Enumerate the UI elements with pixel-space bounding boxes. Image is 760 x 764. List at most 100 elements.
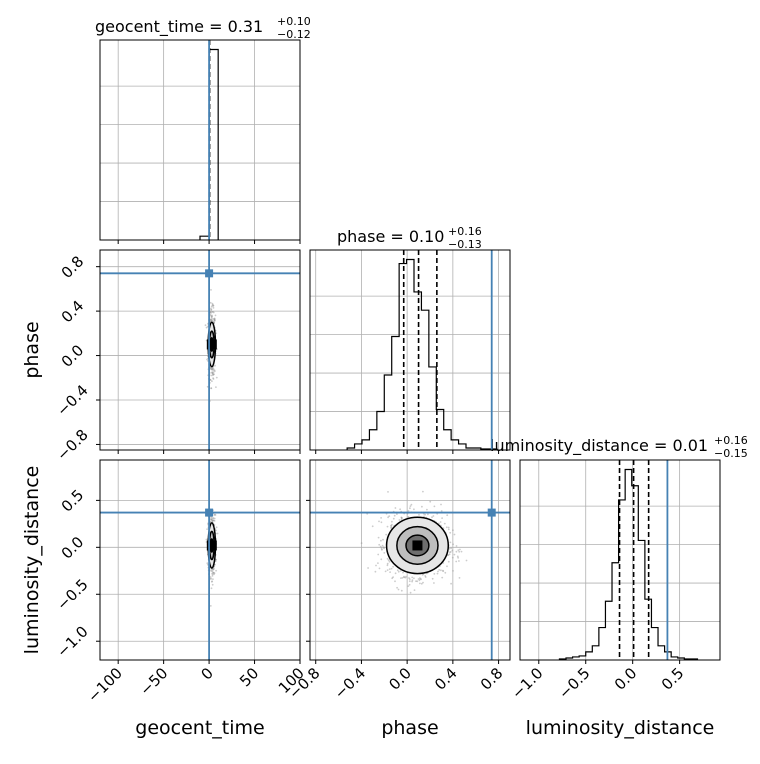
scatter-phase-luminosity-point	[387, 559, 390, 562]
scatter-geocent-phase-point	[212, 378, 215, 380]
scatter-phase-luminosity-point	[451, 556, 454, 559]
scatter-phase-luminosity-point	[413, 577, 415, 580]
scatter-geocent-phase-point	[209, 301, 212, 304]
scatter-geocent-luminosity-frame	[99, 459, 301, 661]
scatter-geocent-phase-frame	[99, 249, 301, 451]
scatter-phase-luminosity-point	[378, 520, 380, 523]
scatter-phase-luminosity-point	[380, 539, 382, 542]
scatter-geocent-phase-point	[211, 380, 213, 383]
scatter-geocent-phase-point	[215, 386, 217, 388]
scatter-geocent-phase-point	[210, 309, 213, 312]
scatter-geocent-phase-point	[206, 358, 208, 361]
scatter-phase-luminosity-point	[442, 569, 444, 572]
scatter-phase-luminosity-point	[436, 572, 439, 575]
title-geocent-time-plus: +0.10	[277, 15, 311, 28]
scatter-phase-luminosity-point	[388, 515, 391, 517]
scatter-geocent-phase-point	[213, 369, 216, 371]
title-phase-prefix: phase =	[337, 227, 409, 246]
scatter-geocent-luminosity-point	[212, 568, 215, 571]
hist-luminosity-distance-hist-line	[558, 468, 699, 660]
scatter-geocent-phase-point	[213, 321, 216, 324]
scatter-phase-luminosity-point	[455, 545, 458, 547]
scatter-phase-luminosity-point	[431, 577, 434, 580]
scatter-geocent-phase-point	[210, 308, 212, 310]
scatter-geocent-luminosity-point	[211, 583, 214, 586]
scatter-phase-luminosity-point	[419, 582, 421, 585]
scatter-phase-luminosity-point	[360, 542, 363, 544]
title-luminosity-distance-prefix: luminosity_distance =	[490, 436, 672, 456]
scatter-phase-luminosity-point	[452, 529, 454, 532]
scatter-geocent-luminosity-point	[205, 538, 208, 541]
scatter-phase-luminosity-point	[379, 545, 382, 548]
scatter-phase-luminosity-point	[390, 567, 393, 570]
scatter-geocent-luminosity-truth-marker	[205, 508, 214, 517]
scatter-phase-luminosity-point	[402, 571, 404, 574]
scatter-phase-luminosity-point	[403, 575, 405, 578]
scatter-phase-luminosity-point	[437, 570, 439, 573]
scatter-phase-luminosity-point	[404, 576, 407, 579]
scatter-phase-luminosity-point	[399, 570, 402, 572]
scatter-phase-luminosity-point	[446, 514, 449, 517]
scatter-phase-luminosity-point	[384, 570, 387, 573]
scatter-phase-luminosity-point	[382, 538, 384, 541]
scatter-phase-luminosity-point	[449, 541, 452, 544]
scatter-phase-luminosity-point	[432, 515, 435, 517]
title-geocent-time: geocent_time = 0.31	[95, 17, 263, 37]
scatter-phase-luminosity-point	[457, 556, 459, 559]
scatter-phase-luminosity-point	[385, 533, 388, 536]
scatter-phase-luminosity-point	[383, 552, 386, 554]
scatter-phase-luminosity-point	[409, 505, 412, 507]
scatter-phase-luminosity-truth-marker	[487, 508, 496, 517]
scatter-phase-luminosity-point	[409, 507, 411, 510]
scatter-geocent-phase-point	[211, 319, 213, 322]
scatter-geocent-phase-point	[212, 303, 214, 306]
title-geocent-time-prefix: geocent_time =	[95, 17, 228, 37]
scatter-phase-luminosity-point	[374, 570, 377, 573]
scatter-phase-luminosity-point	[441, 576, 444, 579]
scatter-phase-luminosity-point	[455, 560, 458, 563]
scatter-phase-luminosity-point	[381, 544, 384, 547]
scatter-phase-luminosity-point	[453, 553, 456, 556]
scatter-geocent-phase-point	[212, 318, 214, 320]
scatter-geocent-phase-point	[205, 326, 208, 329]
scatter-phase-luminosity-point	[423, 515, 425, 518]
scatter-geocent-phase-point	[212, 307, 215, 309]
scatter-phase-luminosity-point	[447, 560, 450, 563]
scatter-phase-luminosity-point	[396, 569, 399, 572]
scatter-phase-luminosity-point	[390, 526, 392, 529]
scatter-phase-luminosity-point	[456, 555, 459, 558]
scatter-phase-luminosity-point	[453, 533, 456, 536]
scatter-phase-luminosity-point	[439, 521, 442, 523]
scatter-geocent-luminosity-point	[214, 513, 216, 516]
scatter-phase-luminosity-point	[415, 580, 417, 583]
scatter-phase-luminosity-point	[426, 508, 428, 511]
scatter-phase-luminosity-point	[438, 569, 441, 571]
title-luminosity-distance-minus: −0.15	[714, 447, 748, 460]
title-luminosity-distance-plus: +0.16	[714, 434, 748, 447]
scatter-phase-luminosity-point	[420, 582, 423, 585]
x-axis-label-luminosity-distance: luminosity_distance	[526, 717, 715, 739]
scatter-phase-luminosity-point	[447, 526, 450, 529]
scatter-phase-luminosity-point	[421, 505, 423, 508]
scatter-geocent-phase-point	[213, 317, 216, 320]
scatter-phase-luminosity-point	[388, 560, 391, 563]
scatter-geocent-luminosity-point	[209, 577, 212, 580]
scatter-geocent-phase-density-peak	[206, 339, 217, 350]
scatter-geocent-luminosity-point	[215, 569, 218, 572]
scatter-phase-luminosity-point	[429, 500, 432, 503]
title-phase-plus: +0.16	[448, 225, 482, 238]
scatter-phase-luminosity-point	[457, 549, 460, 551]
title-luminosity-distance: luminosity_distance = 0.01	[490, 436, 708, 456]
scatter-phase-luminosity-point	[387, 516, 389, 519]
scatter-phase-luminosity-point	[375, 564, 377, 567]
scatter-phase-luminosity-point	[452, 543, 454, 546]
scatter-phase-luminosity-point	[424, 513, 426, 516]
scatter-phase-luminosity-point	[433, 505, 436, 508]
scatter-phase-luminosity-point	[420, 578, 422, 581]
scatter-phase-luminosity-point	[455, 550, 458, 553]
scatter-phase-luminosity-point	[465, 559, 468, 562]
scatter-geocent-phase-point	[210, 289, 212, 291]
scatter-phase-luminosity-point	[407, 585, 410, 587]
